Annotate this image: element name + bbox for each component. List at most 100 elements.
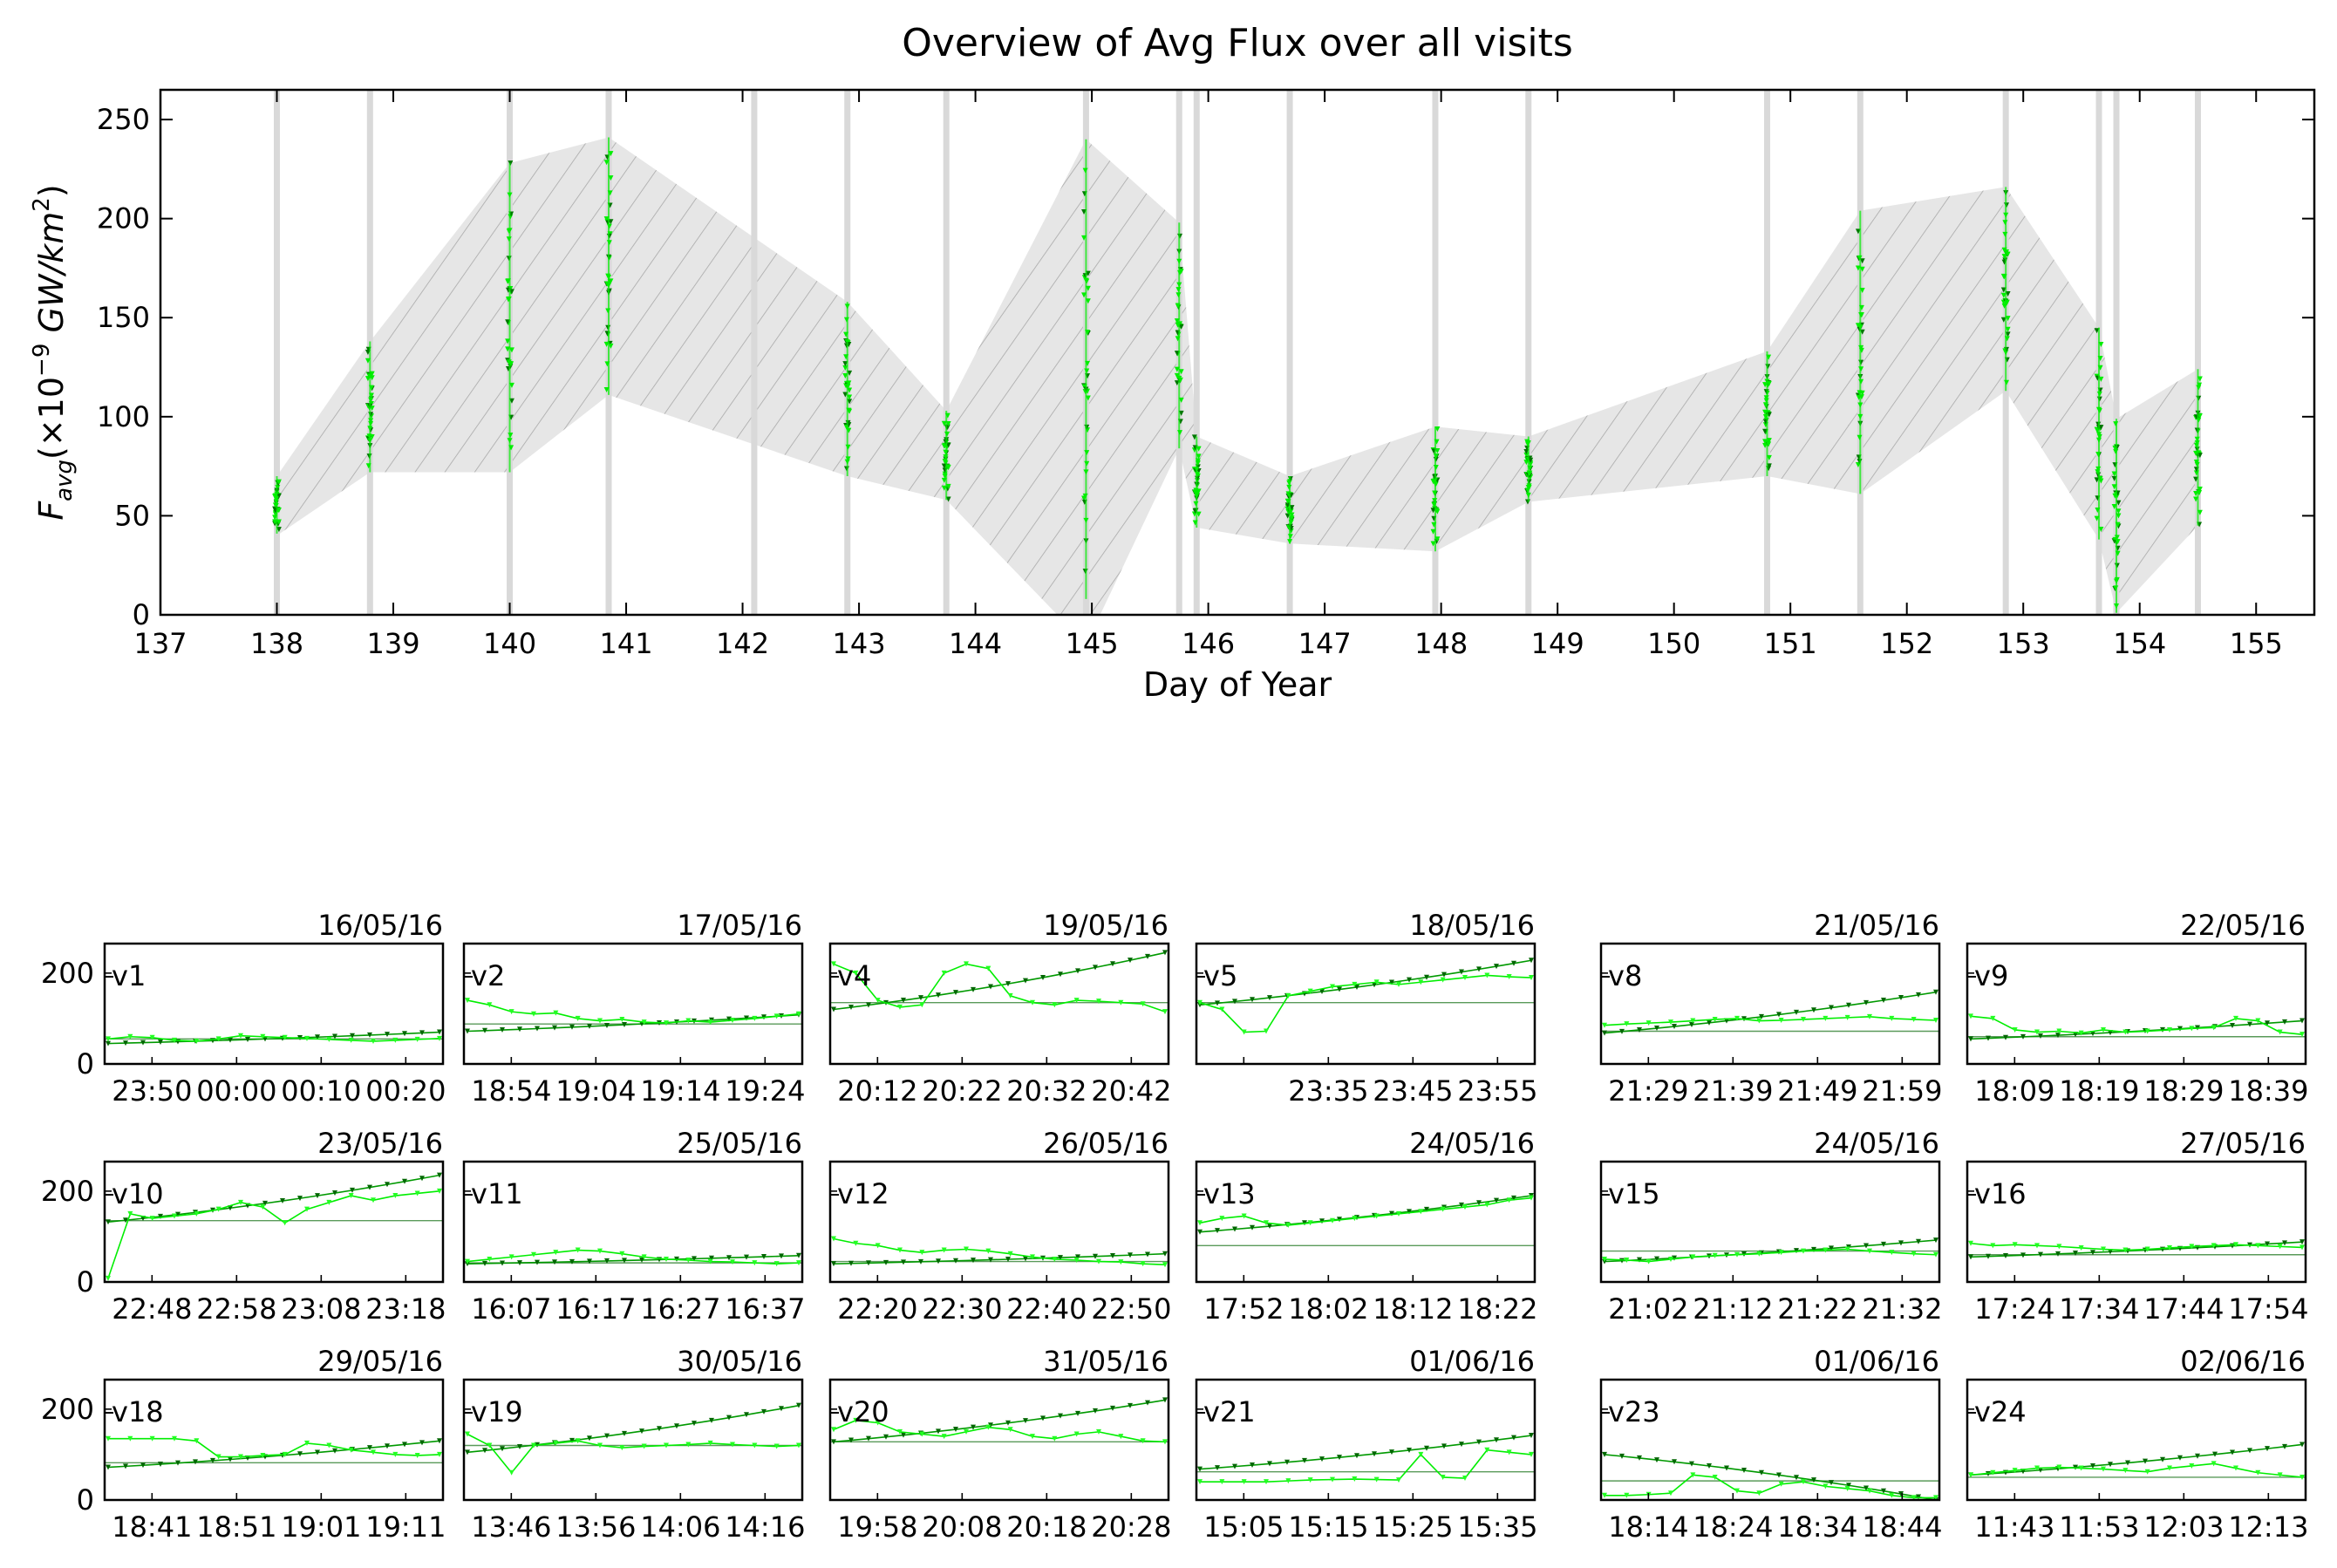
trend-point <box>1424 1445 1429 1451</box>
trend-point <box>1654 1026 1659 1032</box>
flux-point <box>194 1038 200 1044</box>
flux-point <box>371 1038 376 1044</box>
x-tick-label: 143 <box>833 627 886 660</box>
flux-point <box>508 1254 514 1260</box>
flux-point <box>414 1036 420 1042</box>
flux-point <box>1734 1488 1740 1494</box>
flux-point <box>1529 1195 1534 1201</box>
y-tick-label: 100 <box>97 400 150 433</box>
flux-point <box>1052 1435 1058 1442</box>
flux-point <box>1889 1250 1895 1256</box>
y-tick-label: 250 <box>97 103 150 136</box>
flux-point <box>1801 1248 1806 1254</box>
trend-point <box>1005 1420 1011 1426</box>
x-tick-label: 18:51 <box>196 1510 276 1544</box>
flux-point <box>619 1445 625 1451</box>
flux-point <box>260 1204 266 1210</box>
subplot-series <box>464 1402 802 1476</box>
flux-point <box>619 1016 625 1022</box>
flux-point <box>1712 1252 1718 1258</box>
trend-point <box>1759 1013 1764 1019</box>
flux-point <box>2277 1029 2283 1035</box>
flux-point <box>371 1449 376 1456</box>
visit-date: 01/06/16 <box>1814 1345 1939 1378</box>
trend-point <box>1145 1251 1150 1258</box>
flux-point <box>752 1260 758 1266</box>
flux-point <box>2233 1242 2238 1248</box>
subplot-series <box>1601 1237 1939 1265</box>
flux-point <box>348 1037 354 1043</box>
flux-point <box>2211 1025 2217 1031</box>
flux-point <box>1968 1472 1973 1478</box>
trend-point <box>350 1187 355 1193</box>
flux-point <box>641 1443 647 1449</box>
trend-point <box>2038 1033 2043 1040</box>
flux-point <box>796 1442 801 1449</box>
trend-point <box>848 1005 854 1011</box>
flux-point <box>414 1452 420 1458</box>
trend-point <box>1794 1475 1799 1481</box>
trend-point <box>1672 1024 1677 1030</box>
flux-point <box>796 1260 801 1266</box>
trend-point <box>1441 1443 1447 1449</box>
x-tick-label: 18:12 <box>1373 1292 1453 1326</box>
flux-point <box>194 1438 200 1444</box>
flux-point <box>2101 1246 2106 1252</box>
trend-point <box>482 1260 487 1266</box>
visit-date: 24/05/16 <box>1814 1127 1939 1160</box>
subplot-frame <box>1195 1160 1536 1284</box>
flux-point <box>1968 1013 1973 1019</box>
trend-point <box>831 1261 836 1267</box>
flux-point <box>1756 1018 1762 1024</box>
subplot-frame <box>1195 1378 1536 1502</box>
flux-point <box>260 1452 266 1458</box>
flux-point <box>597 1018 603 1024</box>
trend-point <box>402 1031 407 1037</box>
flux-point <box>508 1009 514 1015</box>
flux-point <box>215 1454 221 1460</box>
flux-point <box>2012 1026 2018 1033</box>
trend-point <box>482 1027 487 1033</box>
flux-point <box>685 1258 692 1264</box>
x-tick-label: 11:43 <box>1974 1510 2054 1544</box>
visit-label: v13 <box>1203 1177 1256 1210</box>
flux-point <box>1197 1220 1203 1226</box>
flux-point <box>575 1438 581 1444</box>
flux-line <box>1605 1474 1936 1499</box>
visit-date: 30/05/16 <box>677 1345 802 1378</box>
flux-point <box>371 1197 376 1203</box>
flux-series <box>272 137 2203 613</box>
flux-point <box>1462 1476 1468 1482</box>
trend-point <box>419 1030 425 1036</box>
subplot-v13: v13 24/05/16 17:52 18:02 18:12 18:22 <box>1195 1127 1537 1326</box>
trend-point <box>1741 1468 1747 1474</box>
trend-point <box>848 1437 854 1443</box>
flux-point <box>1418 1451 1424 1457</box>
visit-cluster <box>1191 434 1202 528</box>
trend-point <box>1776 1012 1782 1018</box>
flux-point <box>2078 1244 2084 1251</box>
flux-point <box>2167 1244 2172 1251</box>
trend-point <box>1110 1252 1115 1258</box>
flux-point <box>853 1240 859 1246</box>
trend-point <box>1811 1007 1816 1013</box>
x-tick-label: 14:16 <box>725 1510 805 1544</box>
flux-point <box>875 1420 881 1426</box>
trend-point <box>1881 1488 1886 1494</box>
flux-point <box>2078 1465 2084 1471</box>
flux-point <box>1645 1258 1652 1265</box>
flux-line <box>1970 1015 2303 1035</box>
trend-point <box>1707 1019 1712 1026</box>
trend-point <box>1476 1439 1482 1445</box>
trend-point <box>2073 1251 2078 1257</box>
flux-point <box>1073 1258 1080 1264</box>
flux-point <box>1889 1492 1895 1498</box>
flux-point <box>553 1440 559 1446</box>
flux-point <box>597 1442 603 1449</box>
flux-point <box>1602 1492 1607 1498</box>
trend-point <box>385 1443 390 1449</box>
trend-point <box>419 1440 425 1446</box>
flux-line <box>467 999 800 1024</box>
visit-date: 27/05/16 <box>2180 1127 2306 1160</box>
flux-point <box>1219 1479 1225 1485</box>
